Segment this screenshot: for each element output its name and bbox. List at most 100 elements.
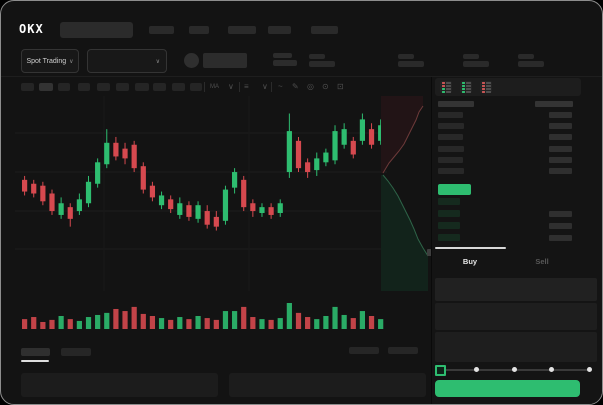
ask-row-price-2[interactable] — [438, 134, 463, 140]
bid-row-price-1[interactable] — [438, 210, 460, 217]
toolbar-separator-2 — [271, 82, 272, 92]
candlestick-chart[interactable] — [15, 96, 387, 336]
header-action-button[interactable] — [203, 53, 247, 68]
orderbook-layout-icon-0[interactable] — [440, 81, 452, 93]
timeframe-button-4[interactable] — [97, 83, 110, 91]
fullscreen-icon[interactable]: ⊡ — [337, 82, 344, 91]
nav-item-0[interactable] — [149, 26, 174, 34]
green-cell — [462, 85, 465, 87]
chart-type-icon[interactable]: ≡ — [244, 82, 249, 91]
timeframe-button-9[interactable] — [190, 83, 202, 91]
bid-row-amount-2[interactable] — [549, 223, 572, 229]
timeframe-button-6[interactable] — [135, 83, 149, 91]
ask-row-amount-0[interactable] — [549, 112, 572, 118]
bid-row-amount-3[interactable] — [549, 235, 572, 241]
settings-icon[interactable]: ⊙ — [322, 82, 329, 91]
percent-slider-handle[interactable] — [435, 365, 446, 376]
line-cell — [486, 88, 491, 90]
bid-row-price-0[interactable] — [438, 198, 460, 205]
ask-row-amount-4[interactable] — [549, 157, 572, 163]
price-input[interactable] — [435, 278, 597, 301]
ask-row-amount-2[interactable] — [549, 134, 572, 140]
green-cell — [462, 88, 465, 90]
tab-buy[interactable]: Buy — [434, 249, 506, 273]
spot-trading-label: Spot Trading — [26, 57, 67, 65]
orderbook-layout-icon-2[interactable] — [480, 81, 492, 93]
coin-avatar — [184, 53, 199, 68]
bid-row-amount-1[interactable] — [549, 211, 572, 217]
account-stat-label — [273, 53, 292, 58]
stat-label-1 — [398, 54, 414, 59]
bottom-right-item-0[interactable] — [349, 347, 379, 354]
nav-item-4[interactable] — [311, 26, 338, 34]
nav-item-1[interactable] — [189, 26, 209, 34]
search-input[interactable] — [60, 22, 133, 38]
nav-item-3[interactable] — [268, 26, 291, 34]
stat-value-1 — [398, 61, 424, 67]
orderbook-header-left — [438, 101, 474, 107]
line-cell — [486, 91, 491, 93]
icon-row — [482, 85, 492, 87]
icon-row — [482, 91, 492, 93]
slider-dot-4[interactable] — [586, 367, 592, 372]
last-price-bar[interactable] — [438, 184, 471, 195]
timeframe-button-3[interactable] — [78, 83, 90, 91]
chevron-down-icon[interactable]: ∨ — [228, 82, 234, 91]
timeframe-button-7[interactable] — [153, 83, 166, 91]
total-input[interactable] — [435, 332, 597, 362]
icon-row — [482, 88, 492, 90]
line-cell — [466, 82, 471, 84]
spot-trading-dropdown[interactable]: Spot Trading ∨ — [21, 49, 79, 73]
ask-row-price-3[interactable] — [438, 146, 464, 152]
red-cell — [482, 91, 485, 93]
chevron-down-icon-2[interactable]: ∨ — [262, 82, 268, 91]
okx-logo[interactable]: OKX — [19, 22, 44, 36]
timeframe-button-8[interactable] — [172, 83, 185, 91]
timeframe-button-0[interactable] — [21, 83, 34, 91]
line-cell — [446, 82, 451, 84]
stat-value-0 — [309, 61, 335, 67]
toolbar-separator-0 — [204, 82, 205, 92]
snapshot-icon[interactable]: ◎ — [307, 82, 314, 91]
slider-dot-3[interactable] — [549, 367, 554, 372]
ask-row-price-4[interactable] — [438, 157, 463, 163]
line-tool-icon[interactable]: ~ — [278, 82, 283, 91]
timeframe-button-5[interactable] — [116, 83, 129, 91]
depth-overlay-chart — [381, 96, 429, 291]
line-cell — [446, 88, 451, 90]
slider-dot-2[interactable] — [511, 367, 517, 372]
stat-value-2 — [463, 61, 489, 67]
ask-row-price-5[interactable] — [438, 168, 464, 174]
nav-item-2[interactable] — [228, 26, 256, 34]
ask-row-amount-1[interactable] — [549, 123, 572, 129]
buy-tab-underline — [435, 247, 506, 249]
bottom-panel-right[interactable] — [229, 373, 426, 397]
ask-row-amount-5[interactable] — [549, 168, 572, 174]
bottom-panel-left[interactable] — [21, 373, 218, 397]
slider-dot-1[interactable] — [474, 367, 479, 372]
draw-tool-icon[interactable]: ✎ — [292, 82, 299, 91]
ask-row-price-1[interactable] — [438, 123, 464, 129]
bid-row-price-3[interactable] — [438, 234, 460, 241]
bottom-right-item-1[interactable] — [388, 347, 418, 354]
icon-row — [442, 85, 452, 87]
icon-row — [442, 91, 452, 93]
orderbook-layout-icon-1[interactable] — [460, 81, 472, 93]
line-cell — [446, 85, 451, 87]
indicators-icon[interactable]: MA — [210, 84, 219, 90]
bid-row-price-2[interactable] — [438, 222, 460, 229]
ask-row-amount-3[interactable] — [549, 146, 572, 152]
bottom-tab-1[interactable] — [61, 348, 91, 356]
timeframe-button-2[interactable] — [58, 83, 70, 91]
icon-row — [462, 85, 472, 87]
line-cell — [466, 85, 471, 87]
amount-input[interactable] — [435, 303, 597, 330]
pair-selector-dropdown[interactable]: ∨ — [87, 49, 167, 73]
tab-sell[interactable]: Sell — [506, 249, 578, 273]
buy-submit-button[interactable] — [435, 380, 580, 397]
bottom-tab-0[interactable] — [21, 348, 50, 356]
stat-label-2 — [463, 54, 479, 59]
ask-row-price-0[interactable] — [438, 112, 463, 118]
timeframe-button-1[interactable] — [39, 83, 53, 91]
stat-value-3 — [518, 61, 544, 67]
